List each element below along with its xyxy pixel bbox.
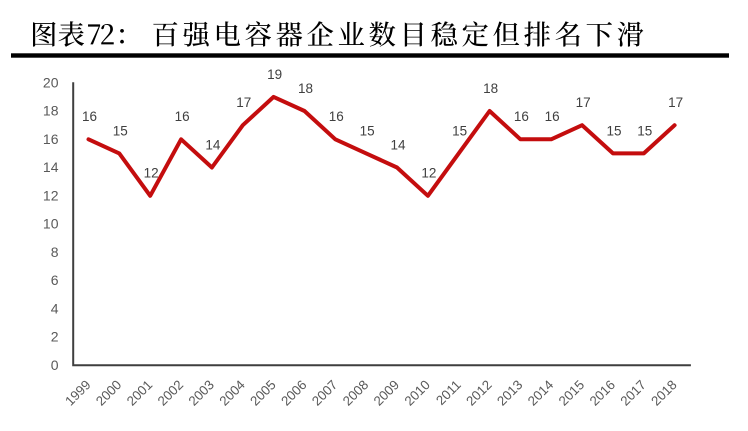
svg-text:15: 15 <box>113 123 128 138</box>
svg-text:16: 16 <box>82 109 97 124</box>
svg-text:15: 15 <box>606 123 621 138</box>
svg-text:2008: 2008 <box>340 377 372 409</box>
svg-text:19: 19 <box>267 67 282 82</box>
svg-text:12: 12 <box>421 166 436 181</box>
svg-text:0: 0 <box>51 357 59 373</box>
svg-text:2003: 2003 <box>185 377 217 409</box>
svg-text:18: 18 <box>483 81 498 96</box>
svg-text:2018: 2018 <box>648 377 680 409</box>
svg-text:2006: 2006 <box>278 377 310 409</box>
svg-text:18: 18 <box>298 81 313 96</box>
svg-text:2014: 2014 <box>525 377 557 409</box>
svg-text:12: 12 <box>43 187 59 203</box>
svg-text:14: 14 <box>390 137 406 152</box>
svg-text:2015: 2015 <box>556 377 588 409</box>
svg-text:8: 8 <box>51 244 59 260</box>
svg-text:2011: 2011 <box>433 377 464 408</box>
svg-text:14: 14 <box>43 159 59 175</box>
svg-text:2009: 2009 <box>371 377 403 409</box>
svg-text:15: 15 <box>452 123 467 138</box>
svg-text:12: 12 <box>144 166 159 181</box>
svg-text:16: 16 <box>175 109 190 124</box>
svg-text:2007: 2007 <box>309 377 341 409</box>
svg-text:17: 17 <box>668 95 683 110</box>
svg-text:2004: 2004 <box>216 377 248 409</box>
svg-text:10: 10 <box>43 216 59 232</box>
svg-text:2005: 2005 <box>247 377 279 409</box>
svg-text:2001: 2001 <box>124 377 156 409</box>
svg-text:16: 16 <box>329 109 344 124</box>
svg-text:2002: 2002 <box>155 377 187 409</box>
svg-text:1999: 1999 <box>62 377 94 409</box>
svg-text:4: 4 <box>51 300 59 316</box>
svg-text:2013: 2013 <box>494 377 526 409</box>
svg-text:2000: 2000 <box>93 377 125 409</box>
svg-text:20: 20 <box>43 74 59 90</box>
svg-text:2010: 2010 <box>401 377 433 409</box>
svg-text:15: 15 <box>637 123 652 138</box>
svg-text:2012: 2012 <box>463 377 495 409</box>
svg-text:2: 2 <box>51 329 59 345</box>
svg-text:2017: 2017 <box>617 377 649 409</box>
svg-text:17: 17 <box>236 95 251 110</box>
svg-text:18: 18 <box>43 103 59 119</box>
svg-text:2016: 2016 <box>587 377 619 409</box>
svg-text:14: 14 <box>205 137 221 152</box>
svg-text:17: 17 <box>576 95 591 110</box>
svg-text:15: 15 <box>360 123 375 138</box>
svg-text:16: 16 <box>514 109 529 124</box>
svg-text:16: 16 <box>43 131 59 147</box>
svg-text:16: 16 <box>545 109 560 124</box>
svg-text:6: 6 <box>51 272 59 288</box>
